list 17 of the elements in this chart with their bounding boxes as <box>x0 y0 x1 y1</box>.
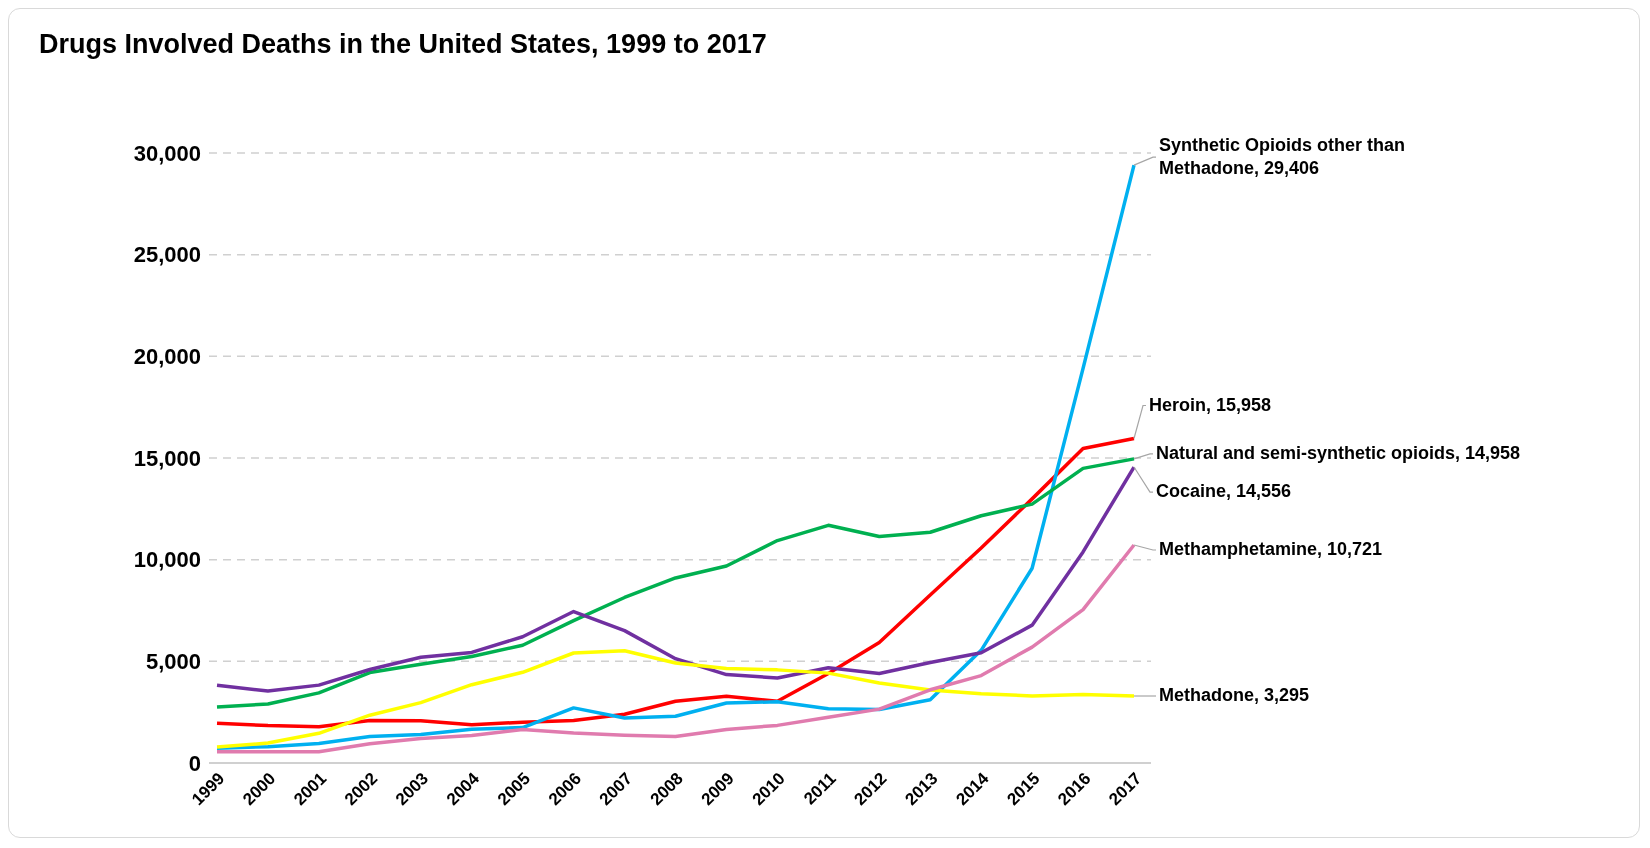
line-series <box>215 163 1136 750</box>
y-tick-label: 20,000 <box>133 344 201 370</box>
y-tick-label: 15,000 <box>133 445 201 471</box>
data-label: Synthetic Opioids other than Methadone, 29,406 <box>1159 134 1406 178</box>
data-label: Natural and semi-synthetic opioids, 14,958 <box>1156 442 1521 463</box>
data-label: Heroin, 15,958 <box>1149 394 1272 415</box>
y-tick-label: 5,000 <box>145 649 201 675</box>
y-tick-label: 10,000 <box>133 547 201 573</box>
y-tick-label: 0 <box>188 750 201 776</box>
line-series <box>215 543 1136 754</box>
chart-title: Drugs Involved Deaths in the United States, 1999 to 2017 <box>39 29 767 60</box>
y-tick-label: 30,000 <box>133 140 201 166</box>
data-label: Methamphetamine, 10,721 <box>1159 538 1383 559</box>
data-label: Methadone, 3,295 <box>1159 684 1310 705</box>
data-label: Cocaine, 14,556 <box>1156 480 1292 501</box>
line-series <box>215 649 1136 749</box>
y-tick-label: 25,000 <box>133 242 201 268</box>
